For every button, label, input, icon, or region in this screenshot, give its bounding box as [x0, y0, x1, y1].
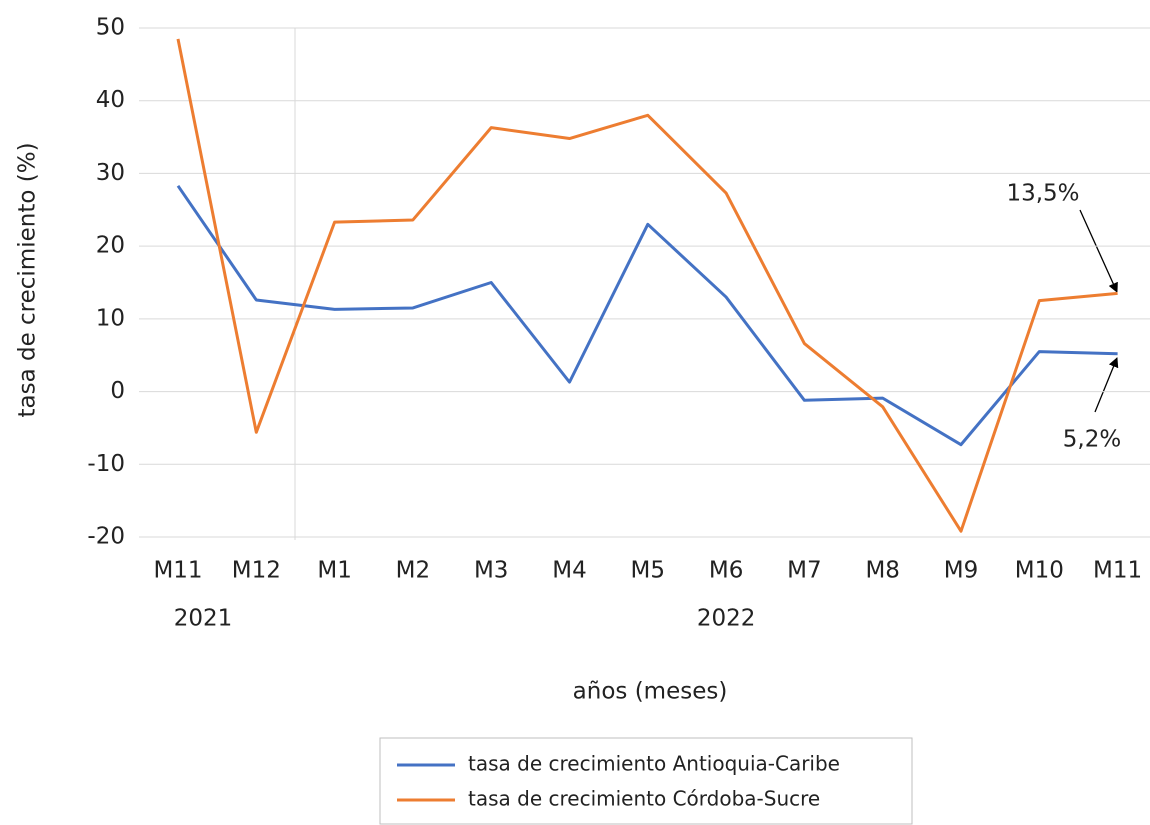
x-group-label: 2022: [697, 606, 756, 632]
y-tick-label: 10: [96, 305, 125, 331]
x-tick-label: M10: [1015, 558, 1064, 584]
x-tick-label: M8: [865, 558, 899, 584]
y-tick-label: -20: [87, 524, 125, 550]
y-tick-label: -10: [87, 451, 125, 477]
y-tick-label: 40: [96, 87, 125, 113]
x-tick-label: M9: [944, 558, 978, 584]
x-tick-label: M12: [232, 558, 281, 584]
x-group-label: 2021: [174, 606, 233, 632]
x-tick-label: M11: [1093, 558, 1142, 584]
x-tick-label: M7: [787, 558, 821, 584]
legend-box: [379, 737, 913, 825]
annotation-arrow: [1079, 209, 1118, 293]
x-tick-label: M6: [709, 558, 743, 584]
annotation: 13,5%: [1006, 181, 1079, 207]
x-tick-label: M3: [474, 558, 508, 584]
x-tick-label: M2: [396, 558, 430, 584]
y-tick-label: 50: [96, 15, 125, 41]
annotation-arrow: [1094, 357, 1119, 413]
x-tick-label: M4: [552, 558, 586, 584]
legend-label: tasa de crecimiento Antioquia-Caribe: [468, 752, 840, 776]
y-tick-label: 30: [96, 160, 125, 186]
series-line: [176, 184, 1118, 447]
x-tick-label: M1: [317, 558, 351, 584]
y-tick-label: 0: [110, 378, 125, 404]
x-tick-label: M11: [153, 558, 202, 584]
annotation: 5,2%: [1063, 427, 1121, 453]
series-line: [176, 38, 1118, 533]
x-axis-title: años (meses): [573, 679, 728, 705]
legend-label: tasa de crecimiento Córdoba-Sucre: [468, 787, 820, 811]
y-axis-title: tasa de crecimiento (%): [15, 142, 41, 417]
y-tick-label: 20: [96, 233, 125, 259]
x-tick-label: M5: [631, 558, 665, 584]
